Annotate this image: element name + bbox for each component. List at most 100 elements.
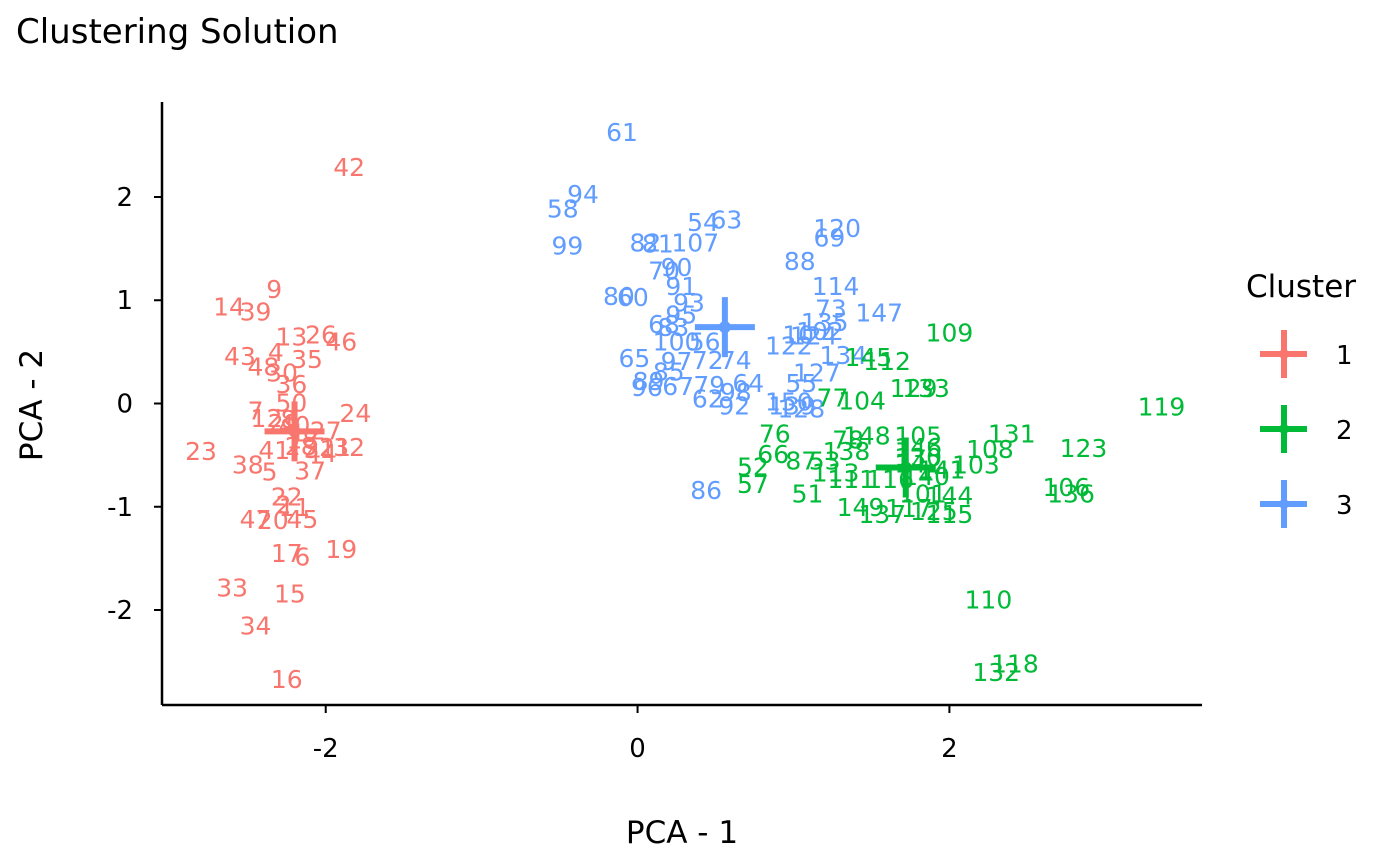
point-label: 12 bbox=[251, 404, 283, 433]
point-label: 83 bbox=[658, 313, 690, 342]
point-label: 62 bbox=[692, 384, 724, 413]
x-tick-label: 0 bbox=[629, 734, 646, 764]
point-label: 4 bbox=[268, 338, 284, 367]
y-axis-title: PCA - 2 bbox=[14, 349, 50, 461]
point-label: 54 bbox=[687, 208, 719, 237]
point-label: 33 bbox=[216, 573, 248, 602]
point-label: 19 bbox=[325, 535, 357, 564]
legend-title: Cluster bbox=[1246, 269, 1356, 305]
point-label: 104 bbox=[838, 386, 886, 415]
point-label: 127 bbox=[793, 359, 841, 388]
point-label: 79 bbox=[693, 371, 725, 400]
point-label: 93 bbox=[673, 288, 705, 317]
point-label: 68 bbox=[648, 310, 680, 339]
point-label: 53 bbox=[809, 446, 841, 475]
point-label: 36 bbox=[276, 370, 308, 399]
point-label: 89 bbox=[633, 367, 665, 396]
point-label: 149 bbox=[837, 493, 885, 522]
y-tick-label: -1 bbox=[107, 493, 133, 523]
point-label: 9 bbox=[266, 275, 282, 304]
point-label: 90 bbox=[661, 253, 693, 282]
point-label: 37 bbox=[294, 457, 326, 486]
point-label: 15 bbox=[274, 579, 306, 608]
point-label: 51 bbox=[792, 479, 824, 508]
point-label: 108 bbox=[966, 435, 1014, 464]
point-label: 67 bbox=[662, 372, 694, 401]
x-axis-ticks: -2 0 2 bbox=[313, 705, 958, 764]
point-label: 31 bbox=[304, 435, 336, 464]
point-label: 14 bbox=[213, 292, 245, 321]
point-label: 114 bbox=[812, 272, 860, 301]
point-label: 43 bbox=[224, 342, 256, 371]
point-label: 34 bbox=[240, 611, 272, 640]
point-label: 2 bbox=[276, 491, 292, 520]
y-tick-label: -2 bbox=[107, 596, 133, 626]
point-label: 22 bbox=[271, 482, 303, 511]
point-label: 92 bbox=[718, 392, 750, 421]
point-label: 122 bbox=[765, 332, 813, 361]
point-label: 124 bbox=[790, 321, 838, 350]
point-label: 20 bbox=[257, 506, 289, 535]
point-label: 94 bbox=[567, 180, 599, 209]
point-label: 78 bbox=[832, 426, 864, 455]
point-label: 88 bbox=[784, 247, 816, 276]
point-label: 52 bbox=[737, 452, 769, 481]
point-label: 146 bbox=[894, 433, 942, 462]
point-label: 134 bbox=[820, 341, 868, 370]
point-label: 131 bbox=[988, 419, 1036, 448]
point-label: 105 bbox=[894, 422, 942, 451]
centroid-cross bbox=[264, 401, 325, 462]
centroid-markers bbox=[264, 297, 936, 498]
point-label: 135 bbox=[801, 308, 849, 337]
point-label: 66 bbox=[757, 440, 789, 469]
point-label: 5 bbox=[262, 458, 278, 487]
legend-item: 2 bbox=[1260, 405, 1353, 453]
point-label: 80 bbox=[603, 282, 635, 311]
centroid-cross bbox=[694, 297, 755, 358]
point-label: 38 bbox=[232, 450, 264, 479]
x-axis-title: PCA - 1 bbox=[626, 815, 738, 851]
point-label: 6 bbox=[294, 542, 310, 571]
point-label: 35 bbox=[291, 345, 323, 374]
x-tick-label: -2 bbox=[313, 734, 339, 764]
point-label: 61 bbox=[606, 118, 638, 147]
point-label: 98 bbox=[720, 378, 752, 407]
point-label: 10 bbox=[782, 320, 814, 349]
point-label: 16 bbox=[271, 665, 303, 694]
point-labels: 4291439132646434354830367502412840292711… bbox=[185, 118, 1185, 694]
point-label: 103 bbox=[952, 450, 1000, 479]
point-label: 150 bbox=[765, 387, 813, 416]
point-label: 57 bbox=[737, 470, 769, 499]
point-label: 60 bbox=[617, 283, 649, 312]
point-label: 17 bbox=[271, 539, 303, 568]
legend-item: 1 bbox=[1260, 330, 1353, 378]
point-label: 138 bbox=[823, 437, 871, 466]
point-label: 129 bbox=[890, 374, 938, 403]
point-label: 133 bbox=[902, 374, 950, 403]
point-label: 50 bbox=[276, 388, 308, 417]
point-label: 118 bbox=[991, 650, 1039, 679]
point-label: 81 bbox=[642, 229, 674, 258]
point-label: 82 bbox=[629, 228, 661, 257]
point-label: 117 bbox=[885, 494, 933, 523]
point-label: 125 bbox=[910, 497, 958, 526]
legend: Cluster 1 2 3 bbox=[1246, 269, 1356, 528]
chart-title: Clustering Solution bbox=[16, 12, 339, 52]
point-label: 148 bbox=[843, 422, 891, 451]
point-label: 95 bbox=[665, 301, 697, 330]
point-label: 107 bbox=[671, 228, 719, 257]
point-label: 30 bbox=[266, 359, 298, 388]
x-tick-label: 2 bbox=[941, 734, 958, 764]
point-label: 102 bbox=[796, 317, 844, 346]
point-label: 145 bbox=[844, 343, 892, 372]
point-label: 120 bbox=[813, 214, 861, 243]
point-label: 96 bbox=[631, 373, 663, 402]
point-label: 137 bbox=[859, 500, 907, 529]
point-label: 41 bbox=[258, 436, 290, 465]
point-label: 100 bbox=[653, 328, 701, 357]
point-label: 58 bbox=[547, 194, 579, 223]
centroid-cross bbox=[875, 437, 936, 498]
point-label: 63 bbox=[711, 206, 743, 235]
point-label: 65 bbox=[619, 344, 651, 373]
